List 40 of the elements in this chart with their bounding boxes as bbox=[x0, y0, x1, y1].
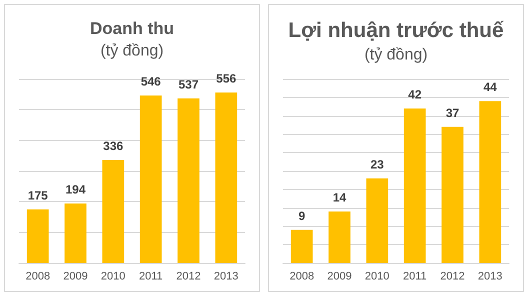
chart-title: Doanh thu bbox=[90, 19, 174, 38]
bar bbox=[404, 108, 426, 263]
chart-title: Lợi nhuận trước thuế bbox=[288, 19, 504, 42]
data-label: 537 bbox=[178, 77, 199, 92]
x-tick-label: 2009 bbox=[327, 270, 352, 282]
x-tick-label: 2013 bbox=[478, 270, 502, 282]
data-label: 175 bbox=[28, 188, 48, 202]
data-label: 44 bbox=[483, 80, 498, 94]
data-label: 42 bbox=[408, 87, 422, 102]
x-tick-label: 2013 bbox=[214, 270, 238, 282]
bar bbox=[178, 98, 200, 263]
bar bbox=[442, 126, 464, 263]
data-label: 194 bbox=[65, 182, 86, 197]
x-tick-label: 2012 bbox=[440, 270, 465, 282]
chart-subtitle: (tỷ đồng) bbox=[100, 42, 164, 60]
bar bbox=[64, 204, 86, 263]
x-tick-label: 2010 bbox=[364, 270, 390, 282]
bar bbox=[290, 230, 313, 263]
data-label: 9 bbox=[298, 208, 306, 223]
bar bbox=[102, 160, 124, 263]
data-label: 546 bbox=[140, 74, 162, 89]
x-tick-label: 2011 bbox=[403, 270, 427, 282]
data-label: 336 bbox=[103, 138, 124, 153]
bar bbox=[479, 101, 502, 263]
x-tick-label: 2010 bbox=[100, 270, 126, 282]
bar bbox=[328, 211, 350, 263]
data-label: 37 bbox=[446, 106, 460, 120]
data-label: 23 bbox=[370, 157, 384, 172]
x-tick-label: 2012 bbox=[176, 270, 201, 282]
x-tick-label: 2011 bbox=[139, 270, 163, 282]
data-label: 14 bbox=[332, 190, 346, 204]
bar bbox=[366, 178, 388, 263]
bar bbox=[26, 209, 49, 263]
x-tick-label: 2008 bbox=[290, 270, 314, 282]
data-label: 556 bbox=[216, 71, 236, 86]
bar bbox=[140, 96, 162, 263]
x-tick-label: 2008 bbox=[26, 270, 50, 282]
chart-subtitle: (tỷ đồng) bbox=[364, 46, 428, 64]
bar bbox=[215, 92, 238, 263]
x-tick-label: 2009 bbox=[63, 270, 88, 282]
